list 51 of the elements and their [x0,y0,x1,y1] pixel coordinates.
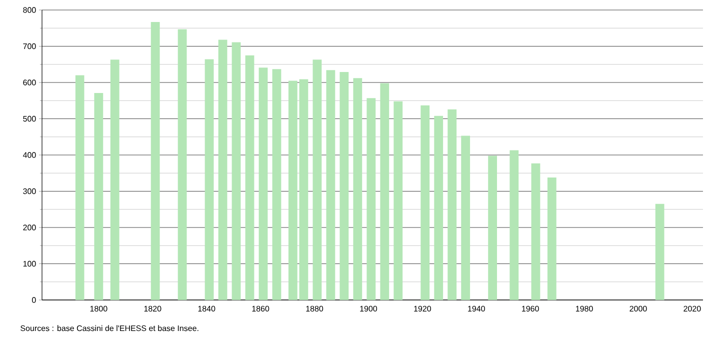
bar [75,75,84,300]
x-tick-label: 1840 [198,306,216,312]
bar [94,93,104,300]
bar [150,22,160,300]
bar [204,59,214,300]
x-tick-label: 1820 [144,306,162,312]
x-tick-label: 1980 [576,306,593,312]
bar [258,68,268,300]
bar [312,60,322,300]
bar [547,177,556,300]
bar [340,72,349,300]
x-tick-label: 1880 [306,306,324,312]
x-tick-label: 1860 [252,306,270,312]
bar [394,101,403,300]
y-tick-label: 300 [23,188,36,194]
bar [272,69,282,300]
x-tick-label: 1960 [522,306,539,312]
bar [353,78,362,300]
bar [380,83,390,300]
x-tick-label: 1800 [90,306,108,312]
bar [531,163,540,300]
x-tick-label: 2000 [630,306,647,312]
bar [232,42,241,300]
bar [245,55,254,300]
x-tick-label: 1940 [468,306,485,312]
x-tick-label: 1920 [414,306,431,312]
x-tick-label: 1900 [360,306,378,312]
bar [299,79,308,300]
bar [326,70,336,300]
y-tick-label: 0 [32,297,36,303]
bar [448,109,457,300]
bar [420,105,430,300]
y-tick-label: 200 [23,224,36,230]
y-tick-label: 700 [23,43,36,50]
y-tick-label: 500 [23,116,36,122]
bar [288,80,298,300]
y-tick-label: 600 [23,80,36,86]
bar [510,150,519,300]
bar [655,204,664,300]
y-tick-label: 400 [22,152,36,158]
bar [366,98,376,300]
bar [434,116,444,300]
bar [488,156,498,300]
bar [178,29,187,300]
x-tick-label: 2020 [684,306,701,312]
y-tick-label: 100 [23,260,36,267]
bar [110,60,120,300]
source-note: Sources : base Cassini de l'EHESS et base Insee. [20,325,198,332]
y-tick-label: 800 [23,7,36,13]
bar [218,40,228,300]
bar [461,136,470,300]
